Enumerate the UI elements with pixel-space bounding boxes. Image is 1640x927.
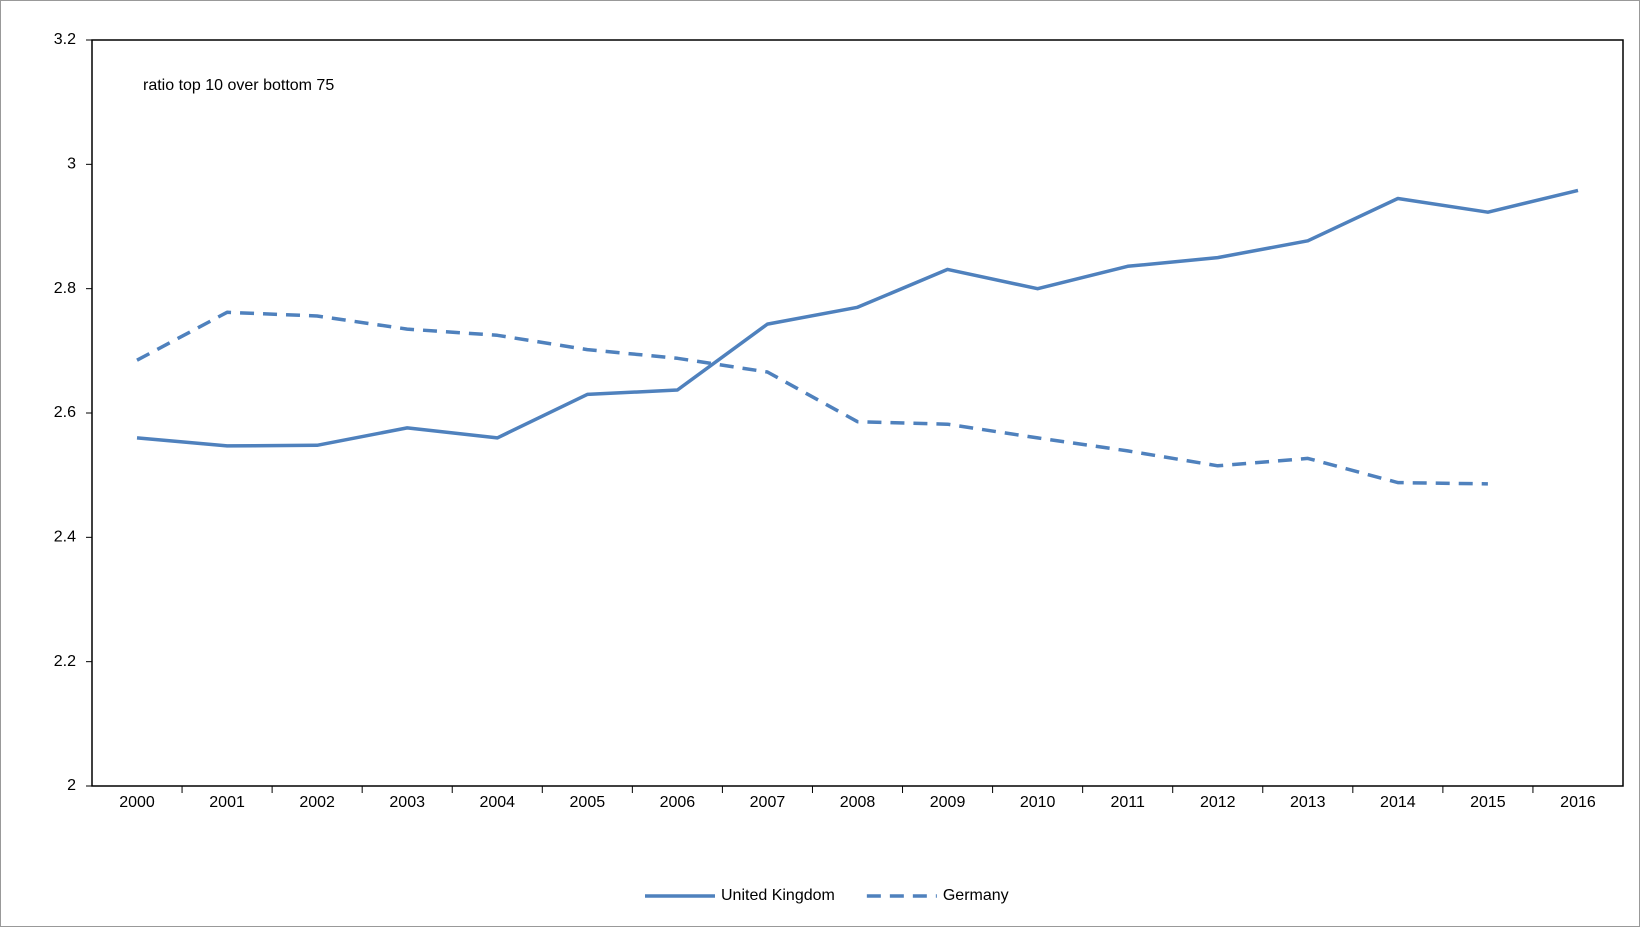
x-tick-label: 2012 xyxy=(1200,794,1236,811)
x-tick-label: 2007 xyxy=(750,794,786,811)
y-tick-label: 2 xyxy=(67,777,76,794)
y-tick-label: 2.8 xyxy=(54,280,76,297)
series-line xyxy=(136,310,1488,486)
y-tick-label: 2.2 xyxy=(54,653,76,670)
y-tick-label: 3.2 xyxy=(54,31,76,48)
legend-label: Germany xyxy=(943,887,1009,904)
x-tick-label: 2016 xyxy=(1560,794,1596,811)
x-tick-label: 2010 xyxy=(1020,794,1056,811)
x-tick-label: 2006 xyxy=(660,794,696,811)
x-tick-label: 2009 xyxy=(930,794,966,811)
x-tick-label: 2013 xyxy=(1290,794,1326,811)
x-tick-label: 2002 xyxy=(299,794,335,811)
series-line xyxy=(136,188,1579,448)
y-tick-label: 2.6 xyxy=(54,404,76,421)
x-tick-label: 2003 xyxy=(389,794,425,811)
x-tick-label: 2000 xyxy=(119,794,155,811)
y-tick-label: 3 xyxy=(67,156,76,173)
legend-label: United Kingdom xyxy=(721,887,835,904)
x-tick-label: 2015 xyxy=(1470,794,1506,811)
y-tick-label: 2.4 xyxy=(54,529,76,546)
x-tick-label: 2014 xyxy=(1380,794,1416,811)
x-tick-label: 2004 xyxy=(479,794,515,811)
x-tick-label: 2008 xyxy=(840,794,876,811)
x-tick-label: 2011 xyxy=(1110,794,1145,811)
x-tick-label: 2001 xyxy=(209,794,245,811)
annotation: ratio top 10 over bottom 75 xyxy=(143,77,334,94)
x-tick-label: 2005 xyxy=(570,794,606,811)
